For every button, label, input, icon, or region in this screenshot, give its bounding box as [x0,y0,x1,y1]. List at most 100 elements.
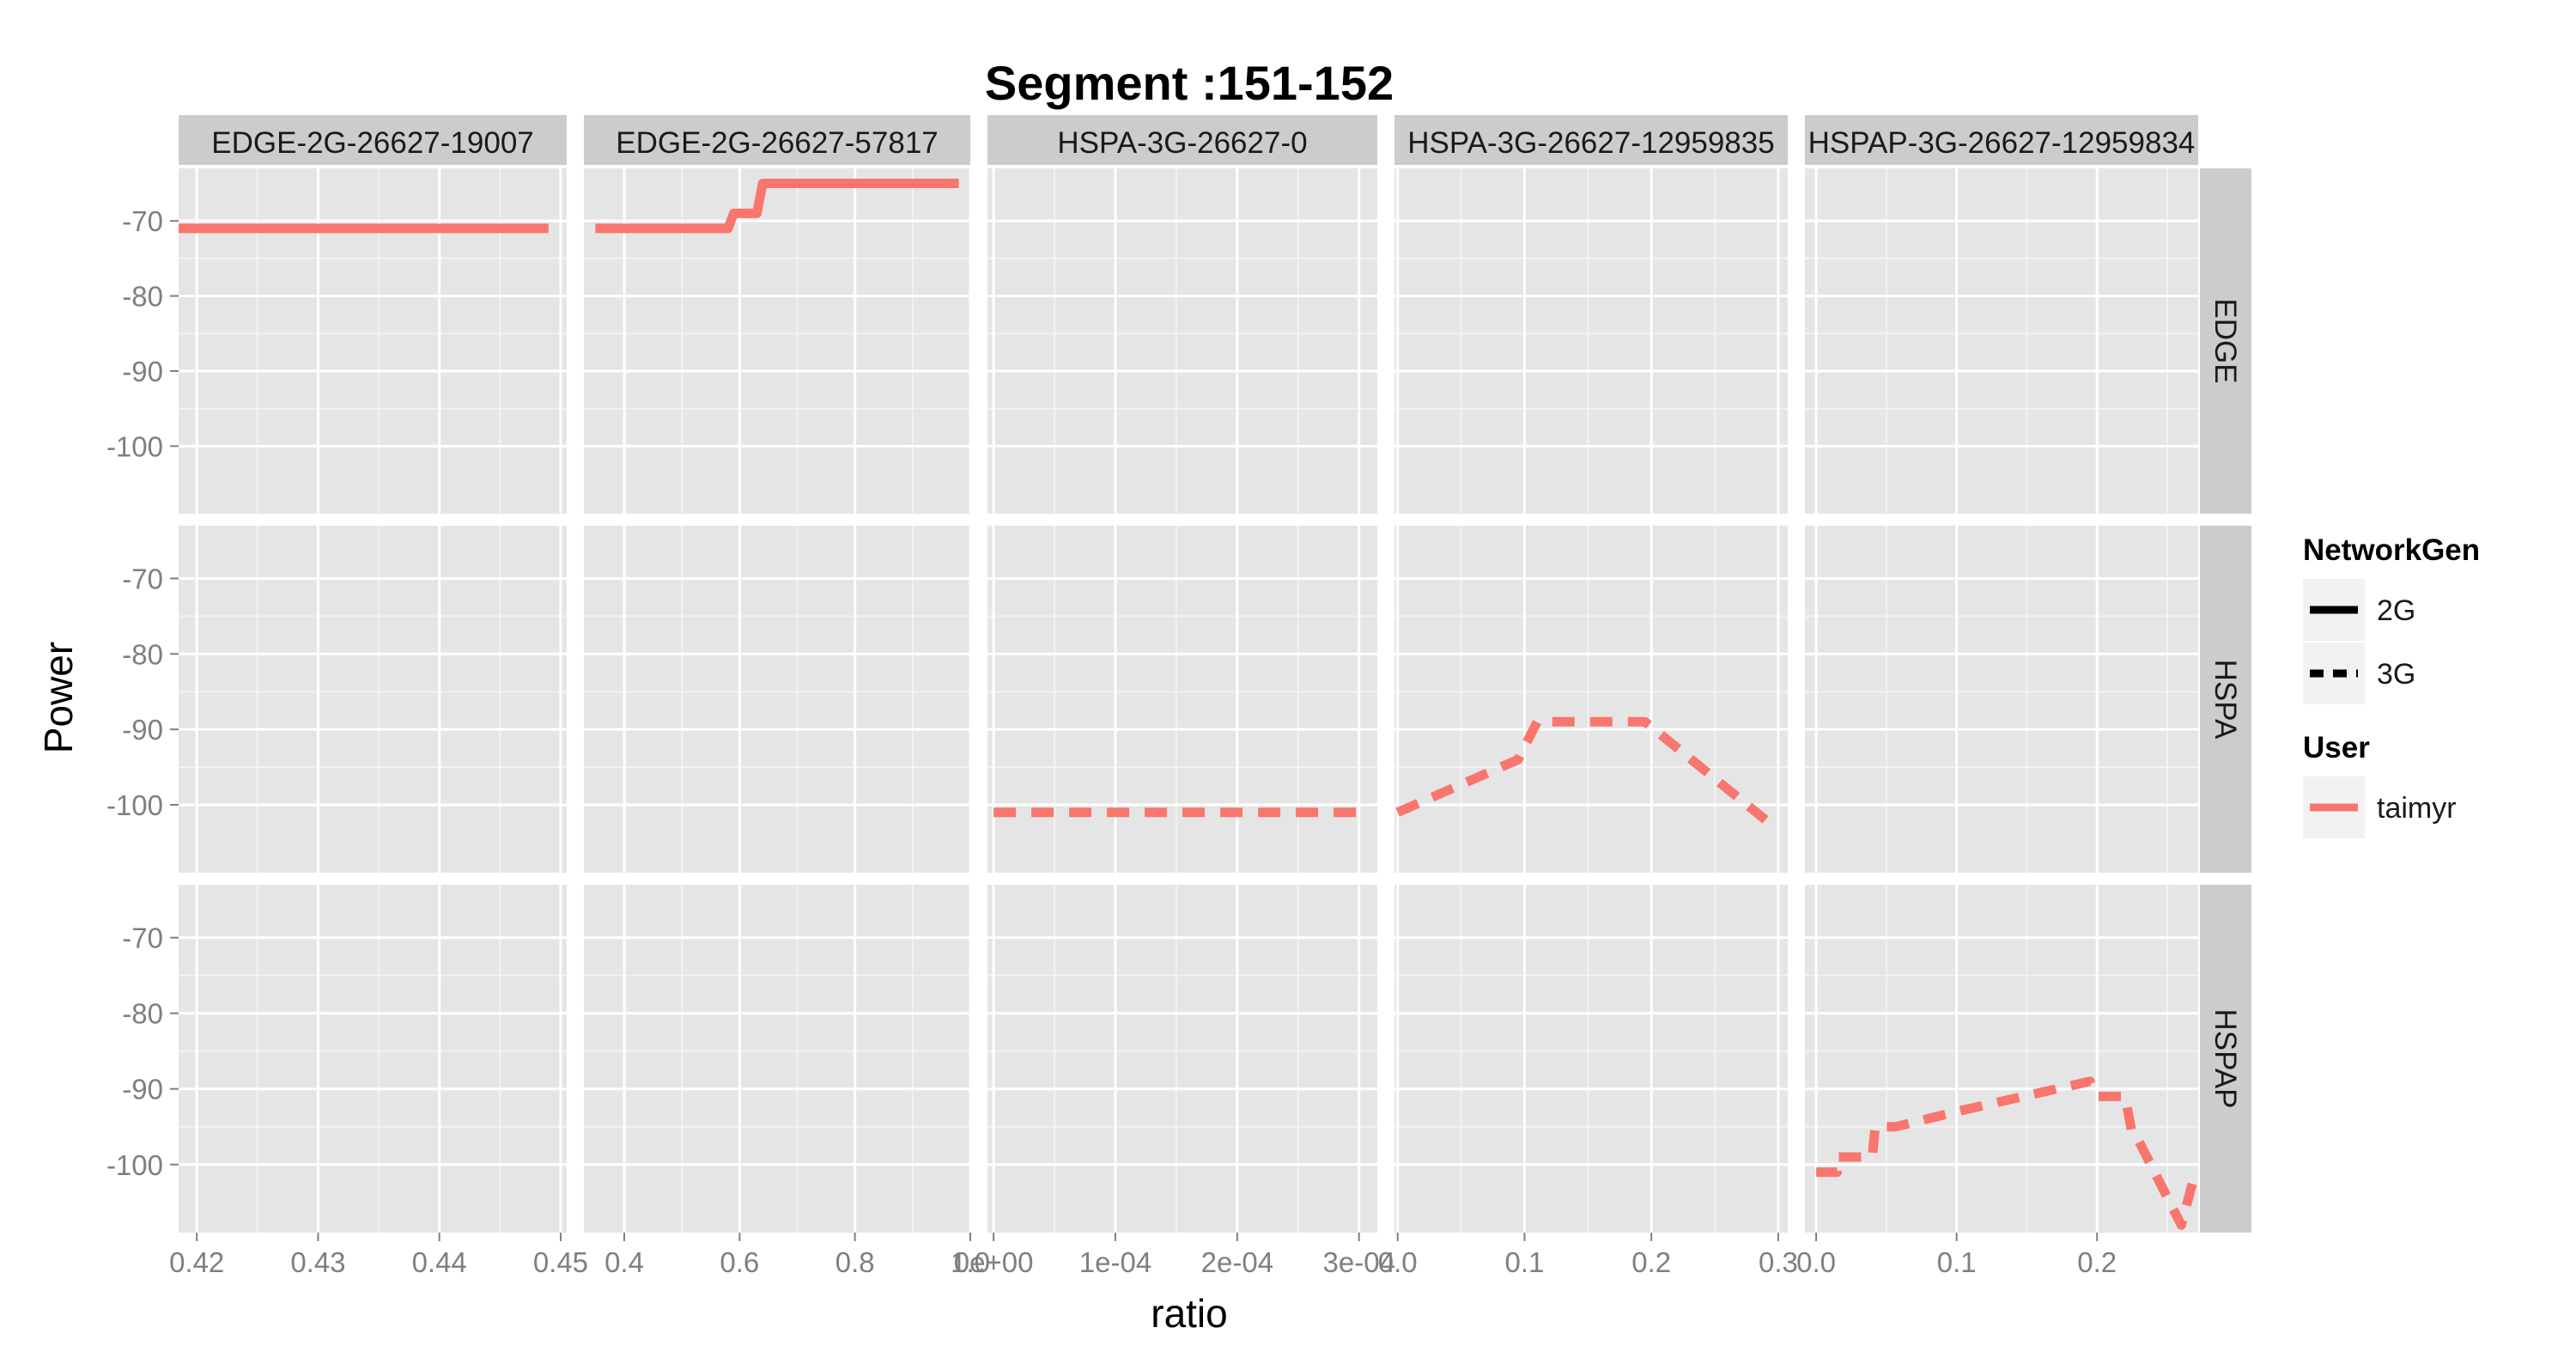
x-tick-label: 0.3 [1759,1246,1798,1278]
x-axis-ticks: 0.42 0.43 0.44 0.45 0.4 0.6 0.8 1.00e+00 1e-04 2e… [169,1233,2117,1278]
y-tick-label: -100 [106,1149,163,1181]
x-tick-label: 0.8 [835,1246,875,1278]
x-tick-label: 0.4 [605,1246,644,1278]
strip-background [1805,115,2198,165]
facet-strip-label: HSPA-3G-26627-12959835 [1407,126,1774,160]
y-axis-ticks: -70 -80 -90 -100 -70 -80 -90 -100 -70 -80 -90 -100 [106,205,179,1181]
legend-entry-label: taimyr [2377,792,2457,825]
x-tick-label: 1e-04 [1079,1246,1151,1278]
facet-strip-label: HSPA-3G-26627-0 [1057,126,1307,160]
facet-strip-label: EDGE [2208,298,2242,383]
facet-strip-row-2: HSPA [2200,526,2251,873]
x-tick-label: 0.45 [533,1246,588,1278]
strip-background [2200,885,2251,1233]
panel-r1-c4 [1394,168,1788,514]
facet-strip-label: HSPAP-3G-26627-12959834 [1808,126,2196,160]
panel-background [1394,168,1788,514]
panel-background [1394,526,1788,873]
facet-strip-col-3: HSPA-3G-26627-0 [987,115,1377,165]
panel-r3-c5 [1805,885,2198,1233]
x-tick-label: 0.1 [1937,1246,1977,1278]
y-tick-label: -80 [122,998,163,1030]
panel-r2-c1 [179,526,567,873]
panel-background [1805,168,2198,514]
y-tick-label: -80 [122,281,163,313]
y-tick-label: -90 [122,714,163,746]
facet-strip-col-2: EDGE-2G-26627-57817 [584,115,970,165]
y-axis-title: Power [36,642,81,753]
panel-r1-c3 [987,168,1377,514]
panel-background [987,885,1377,1233]
x-tick-label: 0.42 [169,1246,224,1278]
strip-background [584,115,970,165]
strip-background [2200,526,2251,873]
facet-strip-row-3: HSPAP [2200,885,2251,1233]
x-axis-title: ratio [1151,1291,1227,1336]
panel-background [584,885,970,1233]
series-line-3G-4 [1395,716,1769,824]
panel-r1-c2 [584,168,972,514]
facet-strip-label: EDGE-2G-26627-19007 [211,126,534,160]
facet-strip-row-1: EDGE [2200,168,2251,514]
legend-title: NetworkGen [2303,533,2480,567]
legend-entry-label: 2G [2377,594,2415,627]
panel-background [179,885,567,1233]
facet-strip-col-4: HSPA-3G-26627-12959835 [1394,115,1788,165]
panel-background [1394,885,1788,1233]
panel-r3-c2 [584,885,972,1233]
facet-strip-col-1: EDGE-2G-26627-19007 [179,115,567,165]
panel-r2-c4 [1394,526,1788,873]
panel-r1-c1 [179,168,567,514]
panel-r2-c5 [1805,526,2198,873]
strip-background [987,115,1377,165]
x-tick-label: 0.2 [1631,1246,1671,1278]
x-tick-label: 0.0 [1378,1246,1418,1278]
x-tick-label: 3e-04 [1323,1246,1395,1278]
y-tick-label: -70 [122,923,163,954]
legend-title: User [2303,731,2370,764]
y-tick-label: -100 [106,789,163,821]
x-tick-label: 0.43 [290,1246,345,1278]
strip-background [2200,168,2251,514]
y-tick-label: -90 [122,1074,163,1105]
facet-strip-col-5: HSPAP-3G-26627-12959834 [1805,115,2198,165]
panel-background [987,168,1377,514]
y-tick-label: -90 [122,356,163,387]
panel-background [1805,885,2198,1233]
x-tick-label: 0e+00 [954,1246,1034,1278]
panel-background [584,526,970,873]
facet-strip-label: HSPA [2208,660,2242,740]
y-tick-label: -70 [122,563,163,594]
facet-strip-label: HSPAP [2208,1008,2242,1108]
panel-r3-c4 [1394,885,1788,1233]
legend-networkgen: NetworkGen 2G 3G [2303,533,2480,704]
x-tick-label: 2e-04 [1201,1246,1273,1278]
strip-background [1394,115,1788,165]
chart-title: Segment :151-152 [985,56,1394,110]
panel-r2-c2 [584,526,972,873]
panel-r2-c3 [987,526,1377,873]
x-tick-label: 1.0 [951,1246,990,1278]
strip-background [179,115,567,165]
panel-r3-c3 [987,885,1377,1233]
panels: EDGE-2G-26627-19007 EDGE-2G-26627-57817 HS… [179,115,2251,1233]
x-tick-label: 0.1 [1504,1246,1544,1278]
series-line-3G-5 [1816,1076,2201,1230]
y-tick-label: -70 [122,205,163,237]
x-tick-label: 0.0 [1796,1246,1836,1278]
panel-r3-c1 [179,885,567,1233]
series-line-2G-2 [595,179,959,234]
y-tick-label: -80 [122,638,163,670]
panel-r1-c5 [1805,168,2198,514]
legend-entry-label: 3G [2377,658,2415,691]
x-tick-label: 0.44 [412,1246,467,1278]
facet-strip-label: EDGE-2G-26627-57817 [616,126,939,160]
panel-background [179,526,567,873]
x-tick-label: 0.6 [720,1246,759,1278]
x-tick-label: 0.2 [2077,1246,2117,1278]
panel-background [1805,526,2198,873]
y-tick-label: -100 [106,430,163,462]
